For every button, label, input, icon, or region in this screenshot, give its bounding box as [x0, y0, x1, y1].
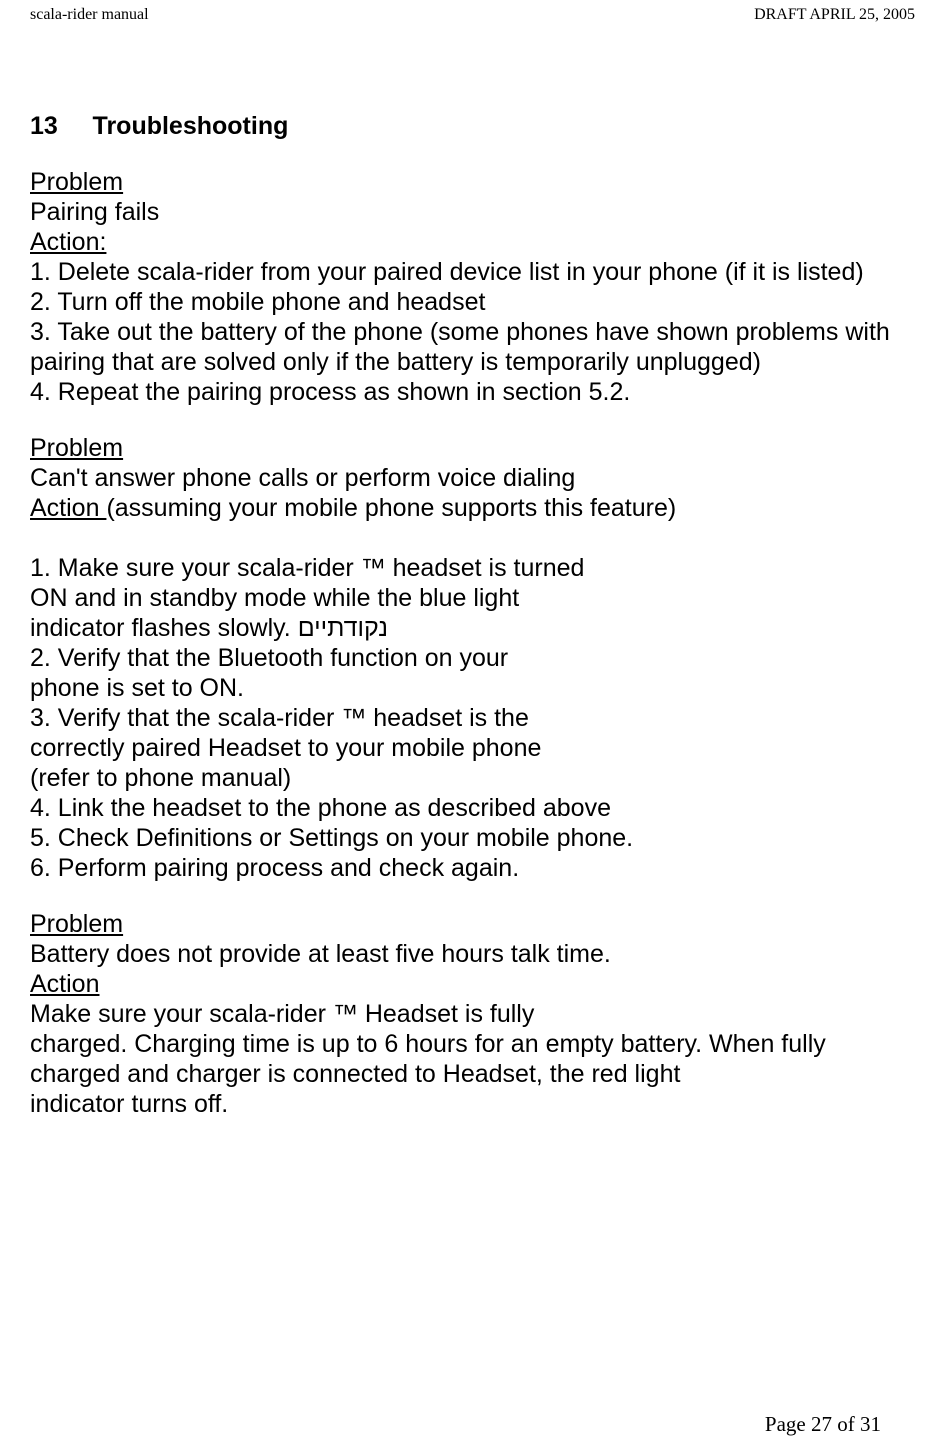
problem-text: Pairing fails — [30, 197, 915, 227]
problem-label: Problem — [30, 434, 123, 462]
action-step: 3. Verify that the scala-rider ™ headset… — [30, 703, 915, 733]
problem-text: Battery does not provide at least five h… — [30, 939, 915, 969]
action-paren: (assuming your mobile phone supports thi… — [106, 494, 676, 522]
action-step: (refer to phone manual) — [30, 763, 915, 793]
header-left: scala-rider manual — [30, 6, 149, 24]
action-step: Make sure your scala-rider ™ Headset is … — [30, 999, 915, 1029]
action-step: charged and charger is connected to Head… — [30, 1059, 915, 1089]
problem-label: Problem — [30, 168, 123, 196]
action-step: phone is set to ON. — [30, 673, 915, 703]
action-step: 2. Verify that the Bluetooth function on… — [30, 643, 915, 673]
action-step: ON and in standby mode while the blue li… — [30, 583, 915, 613]
action-step: 1. Make sure your scala-rider ™ headset … — [30, 553, 915, 583]
action-step: correctly paired Headset to your mobile … — [30, 733, 915, 763]
action-step: charged. Charging time is up to 6 hours … — [30, 1029, 915, 1059]
action-step: 3. Take out the battery of the phone (so… — [30, 317, 915, 377]
action-label: Action — [30, 494, 106, 522]
troubleshooting-block-3: Problem Battery does not provide at leas… — [30, 909, 915, 1119]
action-step: 4. Repeat the pairing process as shown i… — [30, 377, 915, 407]
section-title-text: Troubleshooting — [93, 112, 289, 140]
action-step: indicator flashes slowly. נקודתיים — [30, 613, 915, 643]
troubleshooting-block-2: Problem Can't answer phone calls or perf… — [30, 433, 915, 883]
header-right: DRAFT APRIL 25, 2005 — [754, 6, 915, 24]
action-step: indicator turns off. — [30, 1089, 915, 1119]
problem-label: Problem — [30, 910, 123, 938]
section-number: 13 — [30, 112, 58, 140]
action-step: 5. Check Definitions or Settings on your… — [30, 823, 915, 853]
section-heading: 13 Troubleshooting — [30, 112, 915, 141]
action-label: Action — [30, 970, 99, 998]
action-label: Action: — [30, 228, 106, 256]
page-footer: Page 27 of 31 — [765, 1412, 881, 1437]
action-step: 1. Delete scala-rider from your paired d… — [30, 257, 915, 287]
action-step: 6. Perform pairing process and check aga… — [30, 853, 915, 883]
action-step: 2. Turn off the mobile phone and headset — [30, 287, 915, 317]
page-container: scala-rider manual DRAFT APRIL 25, 2005 … — [0, 0, 945, 1455]
page-header: scala-rider manual DRAFT APRIL 25, 2005 — [30, 0, 915, 24]
problem-text: Can't answer phone calls or perform voic… — [30, 463, 915, 493]
action-step: 4. Link the headset to the phone as desc… — [30, 793, 915, 823]
troubleshooting-block-1: Problem Pairing fails Action: 1. Delete … — [30, 167, 915, 407]
